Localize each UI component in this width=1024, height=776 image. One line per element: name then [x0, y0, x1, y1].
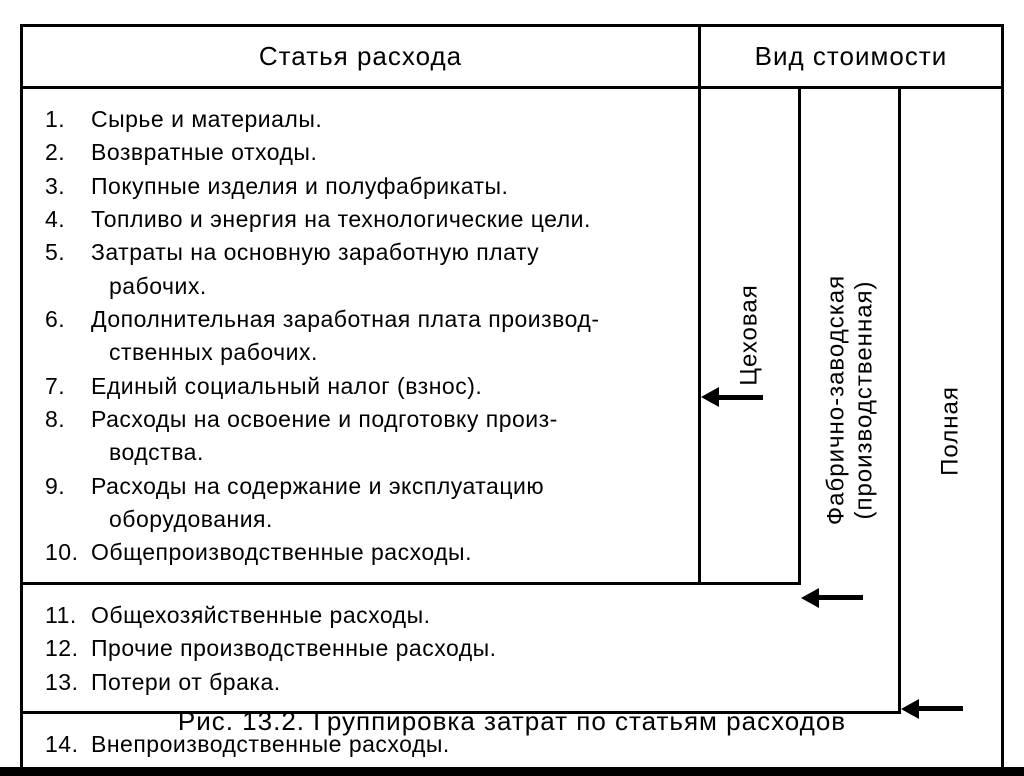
cost-col-1: Цеховая	[701, 89, 801, 582]
expense-item: 8.Расходы на освоение и подготовку произ…	[45, 403, 680, 436]
arrow-to-workshop	[701, 387, 763, 407]
expense-item: 5.Затраты на основную заработную плату	[45, 236, 680, 269]
item-text: Общепроизводственные расходы.	[91, 536, 680, 569]
item-text-continuation: водства.	[45, 436, 680, 469]
item-number: 3.	[45, 170, 91, 203]
arrow-shaft	[719, 395, 763, 400]
item-text: Дополнительная заработная плата производ…	[91, 303, 680, 336]
expense-item: 11.Общехозяйственные расходы.	[45, 599, 783, 632]
item-number: 12.	[45, 632, 91, 665]
page: Статья расхода Вид стоимости 1.Сырье и м…	[0, 0, 1024, 767]
item-text: Потери от брака.	[91, 666, 783, 699]
item-text: Сырье и материалы.	[91, 103, 680, 136]
item-text: Единый социальный налог (взнос).	[91, 370, 680, 403]
item-text: Расходы на освоение и подготовку произ-	[91, 403, 680, 436]
item-number: 11.	[45, 599, 91, 632]
expense-item: 7.Единый социальный налог (взнос).	[45, 370, 680, 403]
table-header: Статья расхода Вид стоимости	[23, 27, 1001, 89]
expense-item: 9.Расходы на содержание и эксплуатацию	[45, 470, 680, 503]
header-cost-type: Вид стоимости	[701, 27, 1001, 86]
figure-caption: Рис. 13.2. Группировка затрат по статьям…	[0, 706, 1024, 737]
item-number: 7.	[45, 370, 91, 403]
item-number: 6.	[45, 303, 91, 336]
expense-item: 6.Дополнительная заработная плата произв…	[45, 303, 680, 336]
item-text-continuation: ственных рабочих.	[45, 336, 680, 369]
item-text: Расходы на содержание и эксплуатацию	[91, 470, 680, 503]
expense-item: 4.Топливо и энергия на технологические ц…	[45, 203, 680, 236]
item-text: Покупные изделия и полуфабрикаты.	[91, 170, 680, 203]
item-text: Топливо и энергия на технологические цел…	[91, 203, 680, 236]
expense-item: 13.Потери от брака.	[45, 666, 783, 699]
item-text: Общехозяйственные расходы.	[91, 599, 783, 632]
section-2-items: 11.Общехозяйственные расходы.12.Прочие п…	[23, 582, 801, 711]
cost-label-full: Полная	[937, 386, 966, 476]
item-number: 4.	[45, 203, 91, 236]
section-1-items: 1.Сырье и материалы.2.Возвратные отходы.…	[23, 89, 701, 582]
arrow-head-icon	[801, 588, 819, 608]
cost-col-2: Фабрично-заводская (производственная)	[801, 89, 901, 711]
item-number: 2.	[45, 136, 91, 169]
item-number: 9.	[45, 470, 91, 503]
item-text: Возвратные отходы.	[91, 136, 680, 169]
table-frame: Статья расхода Вид стоимости 1.Сырье и м…	[20, 24, 1004, 776]
expense-item: 3.Покупные изделия и полуфабрикаты.	[45, 170, 680, 203]
item-text: Затраты на основную заработную плату	[91, 236, 680, 269]
item-number: 13.	[45, 666, 91, 699]
table-body: 1.Сырье и материалы.2.Возвратные отходы.…	[23, 89, 1001, 773]
item-number: 10.	[45, 536, 91, 569]
item-number: 5.	[45, 236, 91, 269]
arrow-to-factory	[801, 588, 863, 608]
cost-label-workshop: Цеховая	[735, 285, 764, 386]
arrow-shaft	[819, 595, 863, 600]
expense-item: 12.Прочие производственные расходы.	[45, 632, 783, 665]
header-expense-item: Статья расхода	[23, 27, 701, 86]
expense-item: 2.Возвратные отходы.	[45, 136, 680, 169]
item-text: Прочие производственные расходы.	[91, 632, 783, 665]
cost-col-3: Полная	[901, 89, 1001, 773]
cost-label-factory: Фабрично-заводская (производственная)	[822, 275, 877, 525]
item-number: 8.	[45, 403, 91, 436]
item-number: 1.	[45, 103, 91, 136]
cost-label-factory-line1: Фабрично-заводская	[822, 275, 849, 525]
item-text-continuation: рабочих.	[45, 270, 680, 303]
arrow-head-icon	[701, 387, 719, 407]
cost-label-factory-line2: (производственная)	[850, 280, 877, 519]
expense-item: 1.Сырье и материалы.	[45, 103, 680, 136]
expense-item: 10.Общепроизводственные расходы.	[45, 536, 680, 569]
item-text-continuation: оборудования.	[45, 503, 680, 536]
